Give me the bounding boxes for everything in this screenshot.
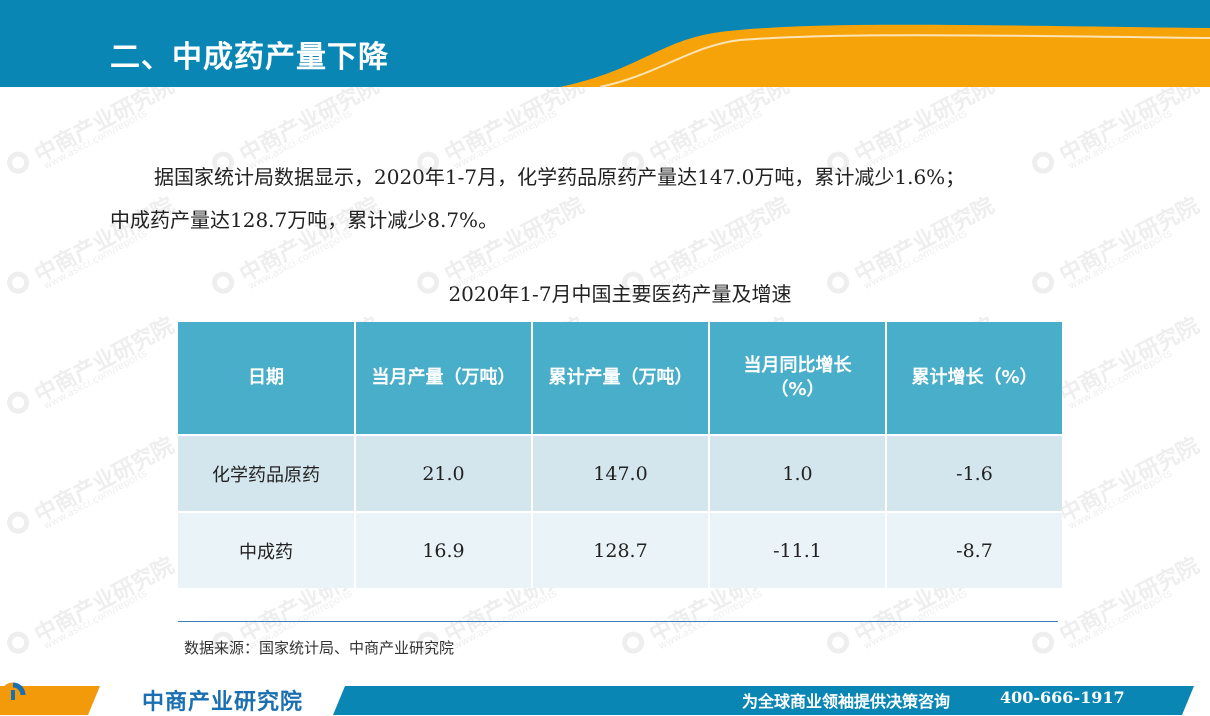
data-source: 数据来源：国家统计局、中商产业研究院: [184, 639, 455, 657]
header-banner: 二、中成药产量下降: [0, 0, 1210, 87]
table-title: 2020年1-7月中国主要医药产量及增速: [448, 282, 792, 306]
watermark-logo-icon: [3, 627, 34, 658]
watermark-url: www.askci.com/reports: [41, 588, 150, 653]
header-cumulative-growth: 累计增长（%）: [886, 322, 1062, 435]
company-slogan: 为全球商业领袖提供决策咨询: [742, 692, 951, 711]
watermark-name: 中商产业研究院: [30, 433, 179, 528]
cell-cumulative: 128.7: [532, 511, 710, 588]
header-date: 日期: [178, 322, 356, 435]
source-divider: [178, 621, 1058, 622]
watermark-logo-icon: [3, 387, 34, 418]
company-phone: 400-666-1917: [1000, 688, 1125, 707]
watermark-logo-icon: [823, 627, 854, 658]
header-monthly-yoy-line1: 当月同比增长: [743, 355, 852, 376]
header-monthly-output: 当月产量（万吨）: [355, 322, 533, 435]
watermark-logo-icon: [3, 147, 34, 178]
header-cumulative-output: 累计产量（万吨）: [532, 322, 710, 435]
watermark-name: 中商产业研究院: [1055, 433, 1204, 528]
cell-cumulative-growth: -8.7: [886, 511, 1062, 588]
page-title: 二、中成药产量下降: [110, 40, 389, 75]
watermark-url: www.askci.com/reports: [1066, 588, 1175, 653]
header-monthly-yoy-line2: （%）: [770, 379, 825, 400]
cell-monthly-yoy: 1.0: [709, 434, 887, 512]
watermark-logo-icon: [1028, 627, 1059, 658]
watermark-url: www.askci.com/reports: [1066, 468, 1175, 533]
row-label: 中成药: [178, 511, 356, 588]
footer-bar: 中商产业研究院 为全球商业领袖提供决策咨询 400-666-1917: [0, 682, 1210, 715]
watermark-url: www.askci.com/reports: [41, 468, 150, 533]
company-logo-icon: [0, 682, 26, 708]
watermark-url: www.askci.com/reports: [41, 348, 150, 413]
watermark-logo-icon: [3, 267, 34, 298]
watermark-logo-icon: [618, 627, 649, 658]
watermark-logo-icon: [3, 507, 34, 538]
table-row: 中成药 16.9 128.7 -11.1 -8.7: [178, 511, 1062, 588]
cell-monthly: 21.0: [355, 434, 533, 512]
watermark-name: 中商产业研究院: [1055, 553, 1204, 648]
watermark-url: www.askci.com/reports: [1066, 348, 1175, 413]
row-label: 化学药品原药: [178, 434, 356, 512]
header-background: [0, 0, 1210, 87]
cell-cumulative-growth: -1.6: [886, 434, 1062, 512]
table-header-row: 日期 当月产量（万吨） 累计产量（万吨） 当月同比增长 （%） 累计增长（%）: [178, 322, 1062, 435]
cell-monthly: 16.9: [355, 511, 533, 588]
cell-cumulative: 147.0: [532, 434, 710, 512]
cell-monthly-yoy: -11.1: [709, 511, 887, 588]
header-monthly-yoy: 当月同比增长 （%）: [709, 322, 887, 435]
watermark-name: 中商产业研究院: [30, 553, 179, 648]
intro-paragraph: 据国家统计局数据显示，2020年1-7月，化学药品原药产量达147.0万吨，累计…: [110, 156, 1100, 242]
table-row: 化学药品原药 21.0 147.0 1.0 -1.6: [178, 434, 1062, 512]
watermark-name: 中商产业研究院: [1055, 313, 1204, 408]
intro-line-2: 中成药产量达128.7万吨，累计减少8.7%。: [110, 208, 499, 232]
production-table: 日期 当月产量（万吨） 累计产量（万吨） 当月同比增长 （%） 累计增长（%） …: [178, 322, 1062, 588]
company-name: 中商产业研究院: [142, 690, 304, 715]
watermark-name: 中商产业研究院: [30, 313, 179, 408]
intro-line-1: 据国家统计局数据显示，2020年1-7月，化学药品原药产量达147.0万吨，累计…: [154, 165, 966, 189]
